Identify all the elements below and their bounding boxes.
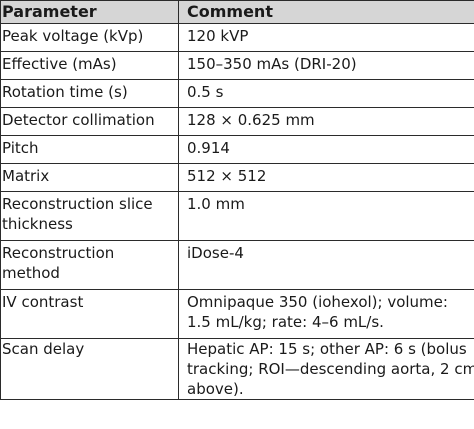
parameter-text: Rotation time (s) [2,83,128,101]
parameter-cell: Matrix [0,163,179,192]
comment-text: 120 kVP [187,27,249,45]
parameter-cell: Scan delay [0,338,179,400]
parameter-cell: IV contrast [0,289,179,339]
comment-text: 0.5 s [187,83,224,101]
comment-text: 128 × 0.625 mm [187,111,315,129]
table-row: Reconstruction slice thickness 1.0 mm [0,191,474,241]
comment-text: iDose-4 [187,244,244,262]
comment-cell: 512 × 512 [178,163,474,192]
parameter-text: Effective (mAs) [2,55,117,73]
comment-text: 0.914 [187,139,230,157]
parameter-cell: Pitch [0,135,179,164]
comment-text: 150–350 mAs (DRI-20) [187,55,357,73]
table-row: Rotation time (s) 0.5 s [0,79,474,108]
parameter-cell: Reconstruction slice thickness [0,191,179,241]
parameter-text: Detector collimation [2,111,155,129]
comment-cell: Omnipaque 350 (iohexol); volume: 1.5 mL/… [178,289,474,339]
parameter-text: Scan delay [2,340,85,358]
table-row: Effective (mAs) 150–350 mAs (DRI-20) [0,51,474,80]
parameter-text: Reconstruction slice thickness [2,195,153,233]
table-row: Scan delay Hepatic AP: 15 s; other AP: 6… [0,338,474,400]
table-row: IV contrast Omnipaque 350 (iohexol); vol… [0,289,474,339]
column-header-parameter: Parameter [0,0,179,24]
comment-cell: 0.914 [178,135,474,164]
parameter-cell: Reconstruction method [0,240,179,290]
parameter-cell: Detector collimation [0,107,179,136]
comment-cell: iDose-4 [178,240,474,290]
table-row: Peak voltage (kVp) 120 kVP [0,23,474,52]
comment-cell: 150–350 mAs (DRI-20) [178,51,474,80]
parameter-cell: Effective (mAs) [0,51,179,80]
parameter-text: IV contrast [2,293,84,311]
comment-cell: 120 kVP [178,23,474,52]
comment-text: 1.0 mm [187,195,245,213]
comment-text: Hepatic AP: 15 s; other AP: 6 s (bolus t… [187,340,474,398]
column-header-comment: Comment [178,0,474,24]
table-row: Reconstruction method iDose-4 [0,240,474,290]
comment-text: Omnipaque 350 (iohexol); volume: 1.5 mL/… [187,293,448,331]
table-row: Detector collimation 128 × 0.625 mm [0,107,474,136]
parameter-cell: Peak voltage (kVp) [0,23,179,52]
parameter-text: Peak voltage (kVp) [2,27,144,45]
comment-cell: 128 × 0.625 mm [178,107,474,136]
comment-cell: Hepatic AP: 15 s; other AP: 6 s (bolus t… [178,338,474,400]
table-header-row: Parameter Comment [0,0,474,24]
parameter-text: Reconstruction method [2,244,115,282]
parameter-cell: Rotation time (s) [0,79,179,108]
table-row: Matrix 512 × 512 [0,163,474,192]
parameters-table: Parameter Comment Peak voltage (kVp) 120… [0,0,474,400]
table-row: Pitch 0.914 [0,135,474,164]
parameter-text: Pitch [2,139,39,157]
comment-cell: 1.0 mm [178,191,474,241]
parameter-text: Matrix [2,167,50,185]
comment-cell: 0.5 s [178,79,474,108]
comment-text: 512 × 512 [187,167,267,185]
